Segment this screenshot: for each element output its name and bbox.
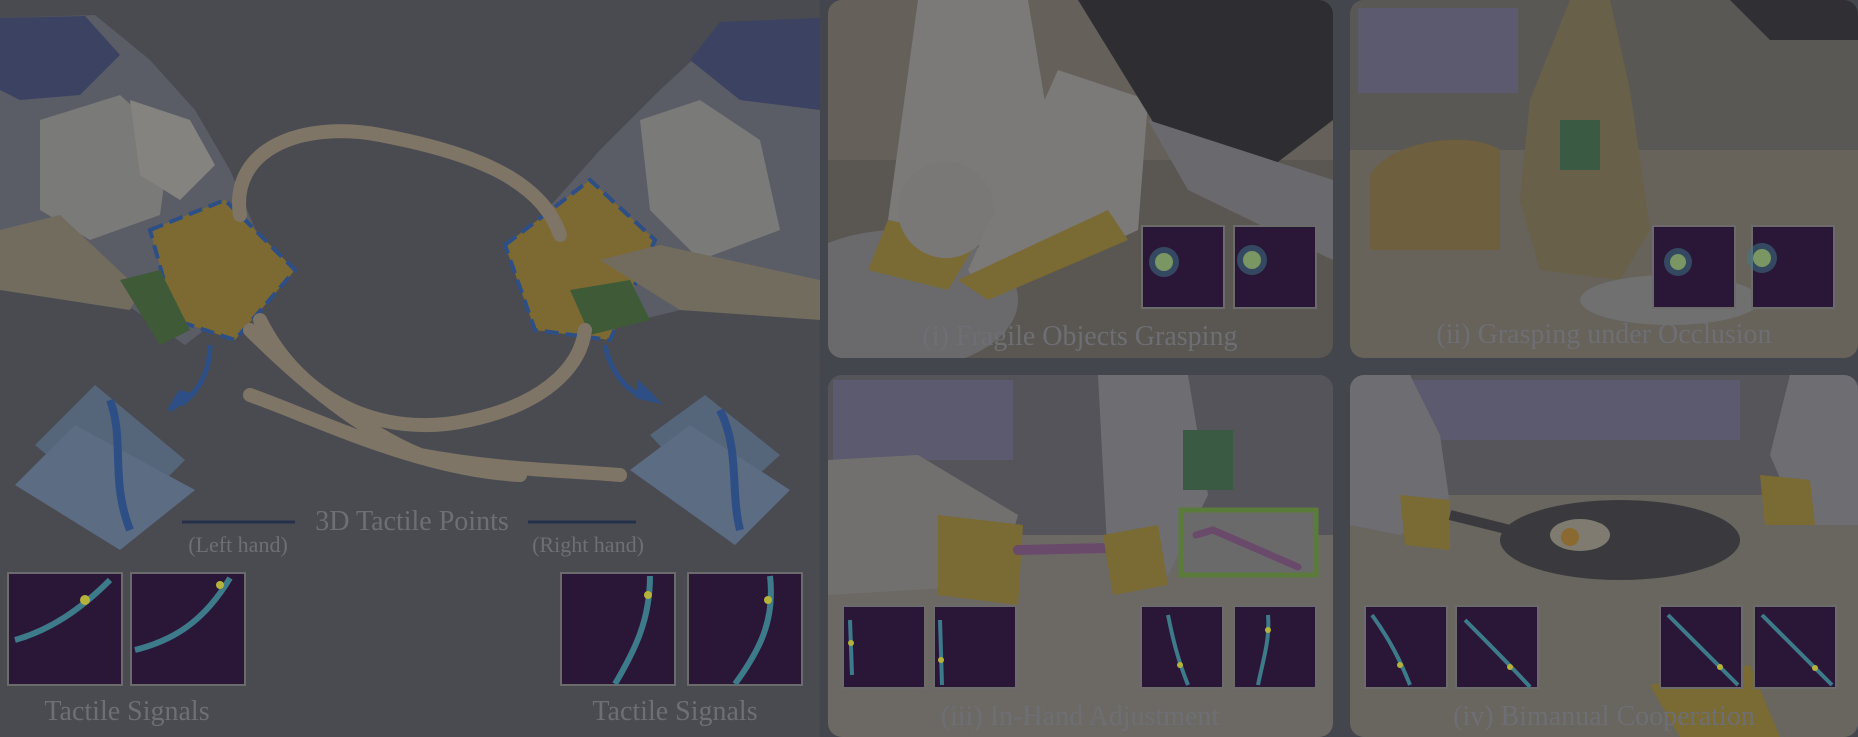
right-hand-label: (Right hand) <box>532 532 644 557</box>
panel-iii-heatmap-1 <box>842 605 926 689</box>
panel-i-caption: (i) Fragile Objects Grasping <box>923 321 1238 352</box>
panel-iii-heatmap-3 <box>1140 605 1224 689</box>
right-tactile-heatmap-2 <box>687 572 803 686</box>
panel-i-heatmap-2 <box>1233 225 1317 309</box>
left-figure: 3D Tactile Points (Left hand) (Right han… <box>0 0 820 737</box>
left-tactile-heatmap-1 <box>7 572 123 686</box>
panel-iv-heatmap-3 <box>1659 605 1743 689</box>
panel-i-heatmap-1 <box>1141 225 1225 309</box>
highlight-box <box>1178 507 1319 578</box>
left-hand-label: (Left hand) <box>188 532 288 557</box>
panel-iii-caption: (iii) In-Hand Adjustment <box>941 701 1220 732</box>
left-robot-hand <box>0 15 298 345</box>
panel-fragile-grasping: (i) Fragile Objects Grasping <box>828 0 1333 358</box>
panel-iv-heatmap-1 <box>1364 605 1448 689</box>
panel-iv-caption: (iv) Bimanual Cooperation <box>1453 701 1755 732</box>
panel-iv-heatmap-2 <box>1455 605 1539 689</box>
panel-bimanual-cooperation: (iv) Bimanual Cooperation <box>1350 375 1858 737</box>
right-tactile-heatmap-1 <box>560 572 676 686</box>
right-tactile-signals-label: Tactile Signals <box>592 696 757 727</box>
panel-ii-heatmap-2 <box>1747 225 1835 309</box>
right-tactile-point-cloud <box>630 395 790 545</box>
left-tactile-heatmap-2 <box>130 572 246 686</box>
panel-iii-heatmap-2 <box>933 605 1017 689</box>
panel-iv-heatmap-4 <box>1753 605 1837 689</box>
rope <box>232 124 627 482</box>
panel-ii-caption: (ii) Grasping under Occlusion <box>1436 319 1771 350</box>
panel-occlusion-grasping: (ii) Grasping under Occlusion <box>1350 0 1858 358</box>
left-tactile-signals-label: Tactile Signals <box>44 696 209 727</box>
right-robot-hand <box>502 18 820 343</box>
panel-ii-heatmap-1 <box>1652 225 1736 309</box>
panel-iii-heatmap-4 <box>1233 605 1317 689</box>
arrow-icon <box>167 344 663 412</box>
tactile-points-title: 3D Tactile Points <box>315 506 509 537</box>
left-tactile-point-cloud <box>15 385 195 550</box>
panel-in-hand-adjustment: (iii) In-Hand Adjustment <box>828 375 1333 737</box>
